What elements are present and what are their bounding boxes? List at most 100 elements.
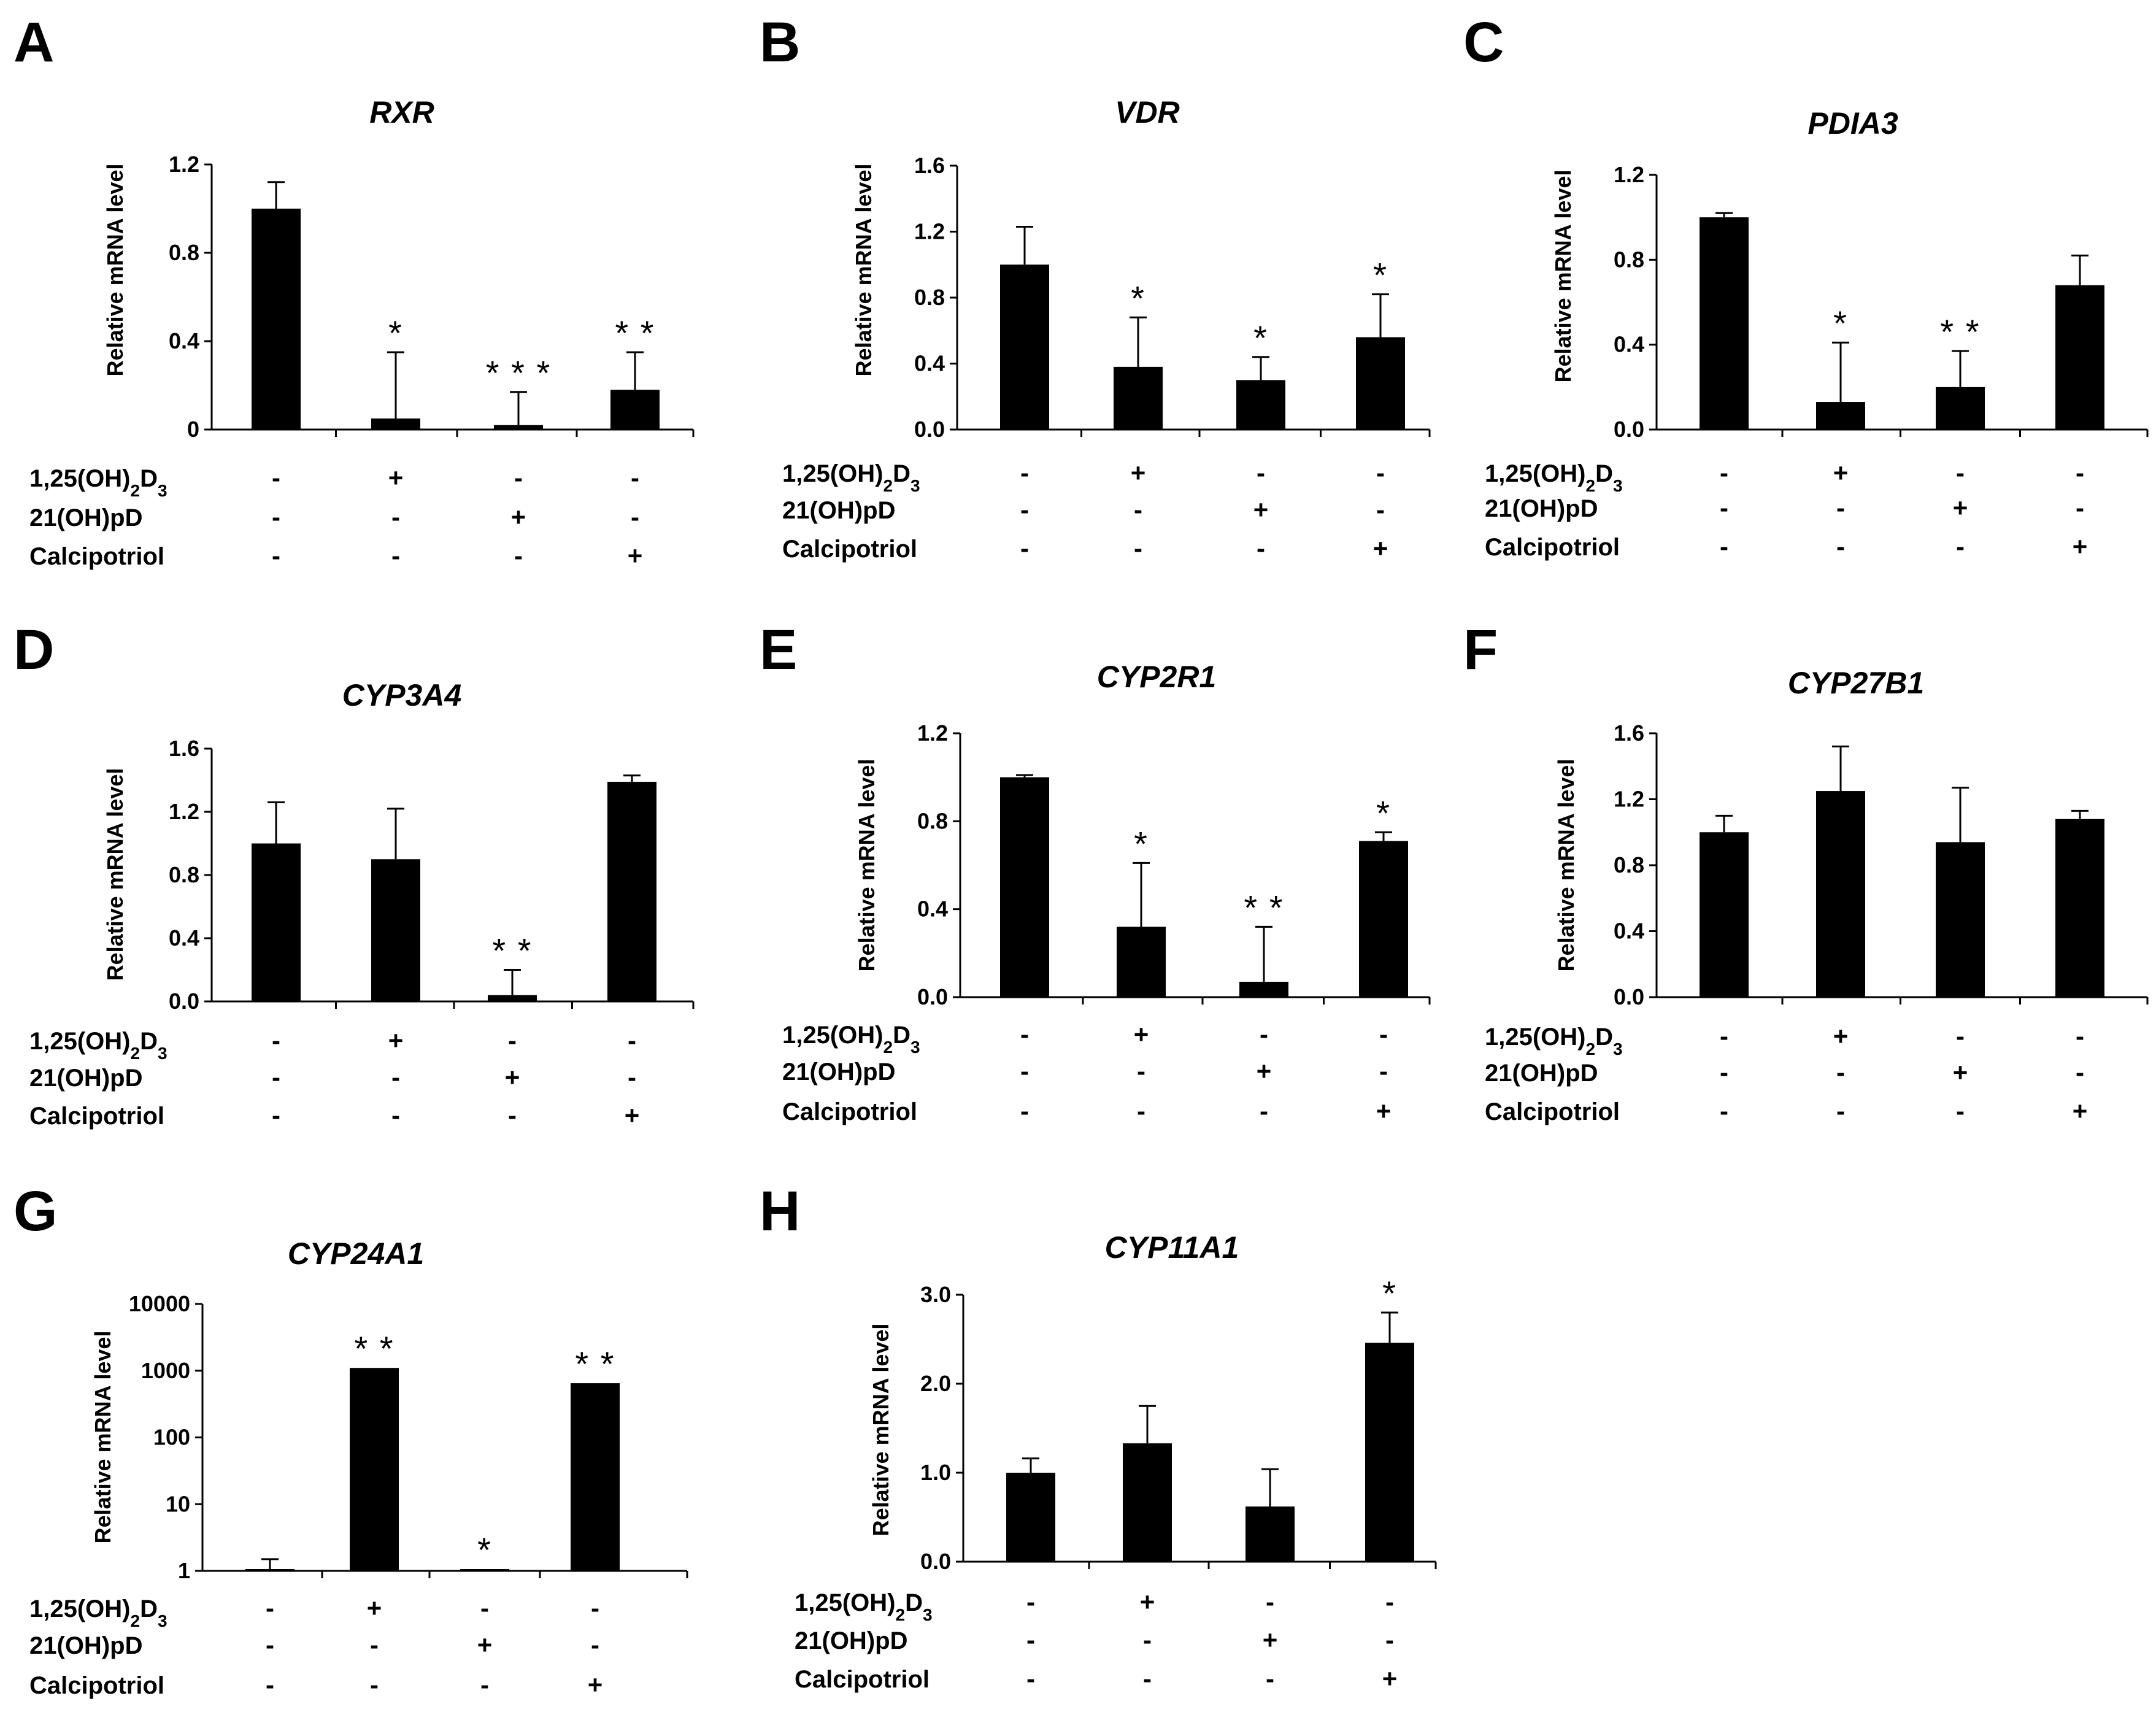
treatment-sign: - bbox=[1026, 1587, 1035, 1616]
y-tick-label: 0.0 bbox=[169, 989, 199, 1014]
y-axis-label: Relative mRNA level bbox=[1553, 759, 1579, 972]
significance-marker: * * bbox=[575, 1344, 615, 1383]
y-tick-label: 1.6 bbox=[914, 153, 945, 178]
treatment-sign: - bbox=[1720, 493, 1728, 522]
bar bbox=[252, 843, 301, 1001]
y-axis-label: Relative mRNA level bbox=[102, 164, 128, 377]
treatment-sign: + bbox=[1140, 1587, 1155, 1616]
treatment-sign: - bbox=[1134, 534, 1142, 563]
bar bbox=[607, 782, 656, 1001]
treatment-label-1-sub: 2 bbox=[896, 1605, 906, 1624]
treatment-sign: + bbox=[628, 541, 643, 570]
treatment-sign: - bbox=[1720, 1022, 1728, 1051]
treatment-sign: + bbox=[1953, 1058, 1968, 1087]
treatment-label-2: 21(OH)pD bbox=[782, 1059, 895, 1086]
y-tick-label: 0.8 bbox=[917, 808, 948, 833]
treatment-sign: - bbox=[1026, 1664, 1035, 1693]
treatment-label-3: Calcipotriol bbox=[29, 1103, 164, 1130]
treatment-label-3: Calcipotriol bbox=[29, 1672, 164, 1699]
treatment-label-1-sub: 3 bbox=[158, 1611, 167, 1630]
treatment-sign: + bbox=[1953, 493, 1968, 522]
treatment-label-1: 1,25(OH)2D3 bbox=[1485, 460, 1623, 495]
significance-marker: * bbox=[1253, 318, 1268, 357]
treatment-sign: + bbox=[388, 463, 404, 492]
treatment-sign: - bbox=[1836, 1097, 1845, 1125]
treatment-sign: + bbox=[1134, 1020, 1149, 1049]
bar bbox=[460, 1569, 509, 1571]
treatment-label-1-sub: 3 bbox=[1613, 476, 1623, 495]
significance-marker: * * bbox=[1940, 312, 1980, 351]
treatment-label-1-sub: 2 bbox=[131, 1611, 141, 1630]
treatment-sign: - bbox=[272, 541, 280, 570]
treatment-sign: - bbox=[1376, 495, 1385, 524]
bar bbox=[1816, 402, 1865, 430]
treatment-sign: - bbox=[480, 1594, 489, 1622]
bar bbox=[1245, 1506, 1295, 1562]
bar bbox=[1936, 387, 1985, 430]
treatment-sign: - bbox=[1956, 458, 1965, 487]
treatment-sign: - bbox=[1020, 534, 1029, 563]
bar bbox=[1700, 832, 1749, 997]
bar bbox=[1356, 337, 1405, 430]
treatment-label-1-sub: 2 bbox=[1586, 476, 1596, 495]
y-tick-label: 0.0 bbox=[920, 1549, 951, 1574]
treatment-label-1-base: 1,25(OH) bbox=[29, 1595, 131, 1622]
treatment-label-1-mid: D bbox=[893, 1022, 911, 1049]
y-axis-label: Relative mRNA level bbox=[1550, 170, 1576, 383]
treatment-sign: - bbox=[266, 1670, 274, 1699]
panel-letter: E bbox=[760, 619, 797, 681]
treatment-sign: - bbox=[1720, 1058, 1728, 1087]
treatment-sign: - bbox=[1143, 1664, 1152, 1693]
treatment-sign: - bbox=[591, 1630, 599, 1659]
bar bbox=[1006, 1473, 1055, 1562]
bar bbox=[1816, 791, 1865, 997]
chart-title: CYP3A4 bbox=[342, 678, 462, 712]
y-tick-label: 1.2 bbox=[914, 219, 945, 244]
panel-letter: G bbox=[13, 1180, 58, 1243]
chart-title: RXR bbox=[369, 95, 434, 129]
treatment-sign: - bbox=[1260, 1020, 1268, 1049]
treatment-sign: - bbox=[266, 1630, 274, 1659]
treatment-label-2: 21(OH)pD bbox=[29, 504, 142, 531]
panel-e: E CYP2R1 Relative mRNA level 0.0 0.4 0.8 1.2 * *… bbox=[760, 619, 1431, 1125]
y-tick-label: 2.0 bbox=[920, 1371, 951, 1396]
treatment-sign: - bbox=[2076, 458, 2084, 487]
bar bbox=[371, 859, 420, 1001]
treatment-label-1-sub: 2 bbox=[884, 1038, 893, 1057]
treatment-sign: - bbox=[1020, 1057, 1029, 1086]
treatment-label-1-mid: D bbox=[140, 1595, 158, 1622]
y-tick-label: 0.8 bbox=[914, 285, 945, 310]
y-tick-label: 0.8 bbox=[1614, 247, 1644, 272]
treatment-sign: - bbox=[1376, 458, 1385, 487]
treatment-sign: - bbox=[631, 503, 639, 531]
y-tick-label: 1.2 bbox=[917, 720, 948, 746]
treatment-sign: + bbox=[1257, 1057, 1272, 1086]
treatment-label-1-mid: D bbox=[905, 1589, 923, 1616]
treatment-sign: + bbox=[2073, 1097, 2088, 1125]
bar bbox=[1000, 264, 1049, 430]
treatment-label-3: Calcipotriol bbox=[29, 543, 164, 570]
treatment-sign: + bbox=[1382, 1664, 1398, 1693]
y-tick-label: 1 bbox=[178, 1558, 190, 1583]
panel-letter: H bbox=[760, 1180, 800, 1243]
treatment-sign: - bbox=[391, 503, 400, 531]
treatment-label-3: Calcipotriol bbox=[1485, 534, 1620, 561]
treatment-label-1: 1,25(OH)2D3 bbox=[782, 460, 920, 495]
bar bbox=[245, 1569, 295, 1571]
treatment-sign: + bbox=[505, 1063, 520, 1092]
bar bbox=[494, 425, 543, 430]
treatment-label-1-mid: D bbox=[1595, 460, 1613, 487]
treatment-label-1-sub: 3 bbox=[1613, 1039, 1623, 1059]
treatment-label-1-sub: 3 bbox=[911, 476, 920, 495]
y-tick-label: 0.4 bbox=[169, 328, 199, 353]
y-tick-label: 1.2 bbox=[169, 799, 199, 824]
bar bbox=[350, 1368, 399, 1571]
bar bbox=[610, 390, 660, 430]
treatment-label-2: 21(OH)pD bbox=[795, 1627, 907, 1654]
bar bbox=[1365, 1343, 1414, 1562]
y-tick-label: 1.6 bbox=[1614, 720, 1644, 746]
treatment-sign: + bbox=[1833, 458, 1849, 487]
significance-marker: * bbox=[1131, 279, 1145, 317]
panel-letter: B bbox=[760, 11, 800, 74]
treatment-sign: - bbox=[272, 1101, 280, 1130]
